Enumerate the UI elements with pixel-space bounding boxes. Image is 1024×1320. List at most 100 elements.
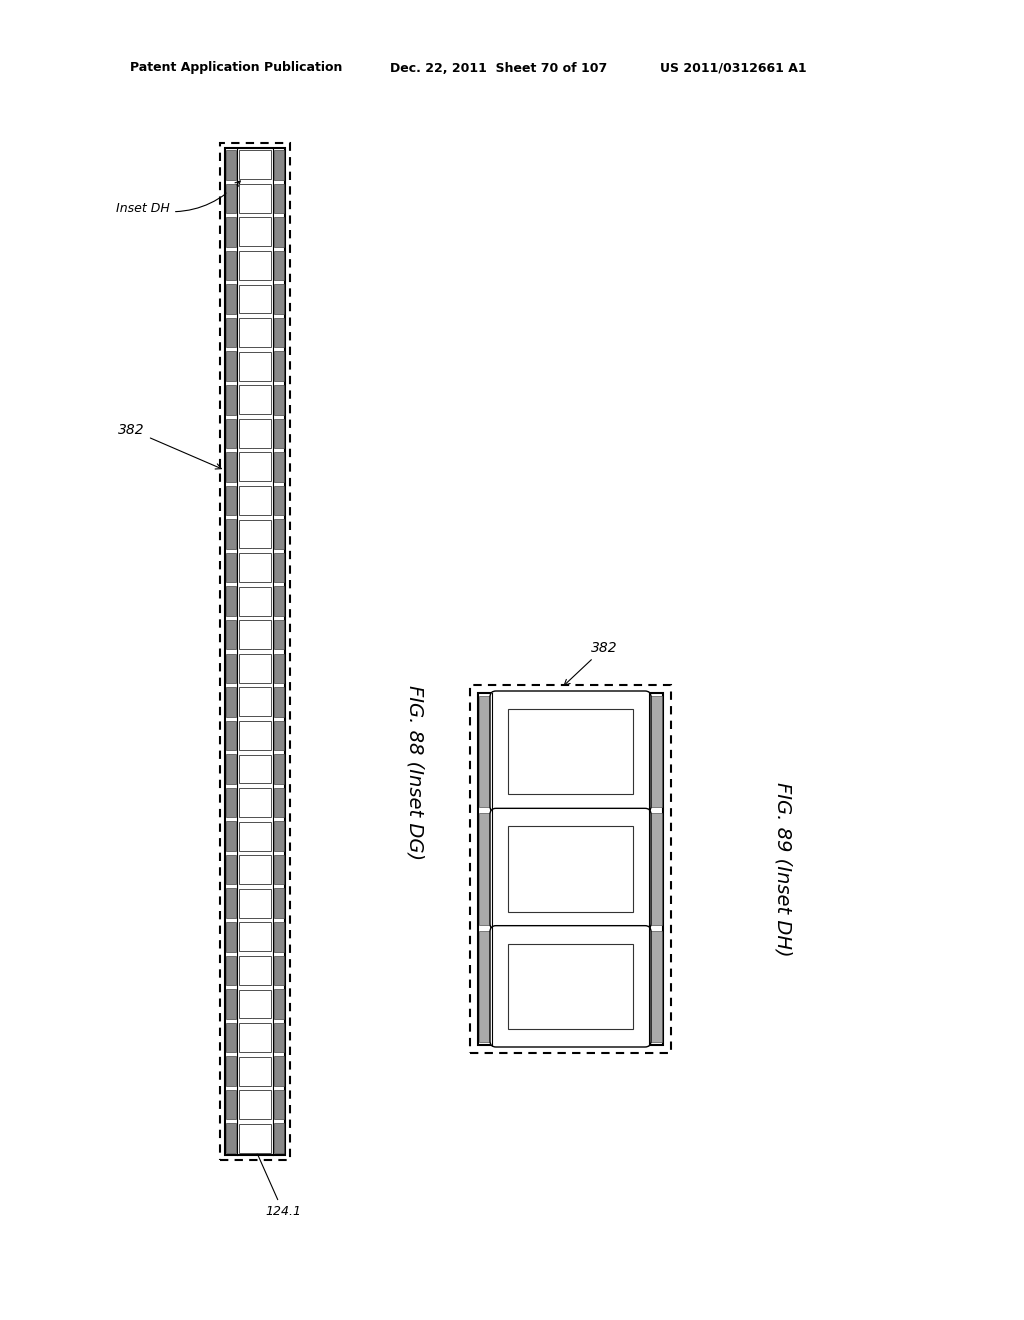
- Bar: [239, 888, 271, 917]
- Bar: [226, 888, 236, 917]
- Bar: [226, 385, 236, 414]
- Bar: [274, 553, 284, 582]
- Bar: [274, 351, 284, 381]
- Bar: [226, 453, 236, 482]
- Bar: [239, 1023, 271, 1052]
- Bar: [239, 453, 271, 482]
- Text: FIG. 89 (Inset DH): FIG. 89 (Inset DH): [773, 781, 793, 956]
- Bar: [274, 855, 284, 884]
- Bar: [479, 813, 490, 925]
- Bar: [274, 1056, 284, 1086]
- Bar: [239, 721, 271, 750]
- Bar: [239, 150, 271, 180]
- Bar: [239, 251, 271, 280]
- Bar: [239, 553, 271, 582]
- Bar: [478, 693, 663, 1045]
- Bar: [274, 923, 284, 952]
- Bar: [239, 755, 271, 783]
- Bar: [226, 586, 236, 616]
- FancyBboxPatch shape: [490, 690, 651, 812]
- Bar: [226, 1023, 236, 1052]
- Bar: [274, 888, 284, 917]
- Bar: [239, 486, 271, 515]
- Bar: [226, 855, 236, 884]
- Bar: [226, 1090, 236, 1119]
- Bar: [226, 150, 236, 180]
- Bar: [226, 553, 236, 582]
- Bar: [274, 754, 284, 784]
- Bar: [239, 1123, 271, 1152]
- Bar: [239, 821, 271, 850]
- Bar: [274, 453, 284, 482]
- Bar: [225, 148, 285, 1155]
- Bar: [274, 688, 284, 717]
- Bar: [274, 721, 284, 750]
- FancyBboxPatch shape: [490, 808, 651, 929]
- Bar: [226, 1056, 236, 1086]
- Bar: [226, 821, 236, 851]
- Bar: [239, 183, 271, 213]
- Text: US 2011/0312661 A1: US 2011/0312661 A1: [660, 62, 807, 74]
- Bar: [508, 826, 633, 912]
- Bar: [274, 318, 284, 347]
- Bar: [274, 1123, 284, 1152]
- Text: 382: 382: [119, 422, 221, 469]
- Bar: [274, 519, 284, 549]
- Bar: [239, 688, 271, 717]
- Bar: [274, 653, 284, 682]
- Bar: [274, 956, 284, 985]
- Bar: [239, 285, 271, 313]
- Bar: [274, 218, 284, 247]
- Bar: [274, 989, 284, 1019]
- Bar: [226, 318, 236, 347]
- Bar: [226, 788, 236, 817]
- Bar: [239, 855, 271, 884]
- Bar: [479, 931, 490, 1041]
- Bar: [226, 284, 236, 314]
- Bar: [226, 688, 236, 717]
- Text: Inset DH: Inset DH: [117, 181, 241, 214]
- Bar: [274, 418, 284, 447]
- Bar: [239, 990, 271, 1019]
- Text: 124.1: 124.1: [251, 1139, 301, 1218]
- Bar: [650, 931, 662, 1041]
- Bar: [274, 1090, 284, 1119]
- Bar: [239, 788, 271, 817]
- Bar: [239, 1090, 271, 1119]
- Bar: [274, 486, 284, 515]
- Bar: [239, 218, 271, 247]
- Bar: [226, 486, 236, 515]
- Bar: [274, 788, 284, 817]
- Bar: [226, 251, 236, 280]
- Bar: [239, 923, 271, 952]
- Bar: [274, 821, 284, 851]
- Bar: [274, 284, 284, 314]
- Bar: [226, 989, 236, 1019]
- Bar: [479, 696, 490, 808]
- Bar: [274, 586, 284, 616]
- Bar: [508, 709, 633, 795]
- Bar: [239, 318, 271, 347]
- Bar: [239, 586, 271, 615]
- Bar: [470, 685, 671, 1053]
- Bar: [274, 183, 284, 213]
- Bar: [274, 620, 284, 649]
- Bar: [239, 1056, 271, 1085]
- Text: 382: 382: [564, 642, 617, 685]
- Bar: [239, 520, 271, 548]
- Bar: [226, 351, 236, 381]
- Bar: [226, 653, 236, 682]
- Bar: [274, 150, 284, 180]
- Bar: [220, 143, 290, 1160]
- Bar: [239, 620, 271, 649]
- Bar: [239, 418, 271, 447]
- Bar: [226, 923, 236, 952]
- FancyBboxPatch shape: [490, 925, 651, 1047]
- Bar: [226, 620, 236, 649]
- Bar: [239, 653, 271, 682]
- Bar: [650, 696, 662, 808]
- Bar: [239, 385, 271, 414]
- Bar: [226, 519, 236, 549]
- Bar: [239, 351, 271, 380]
- Bar: [226, 183, 236, 213]
